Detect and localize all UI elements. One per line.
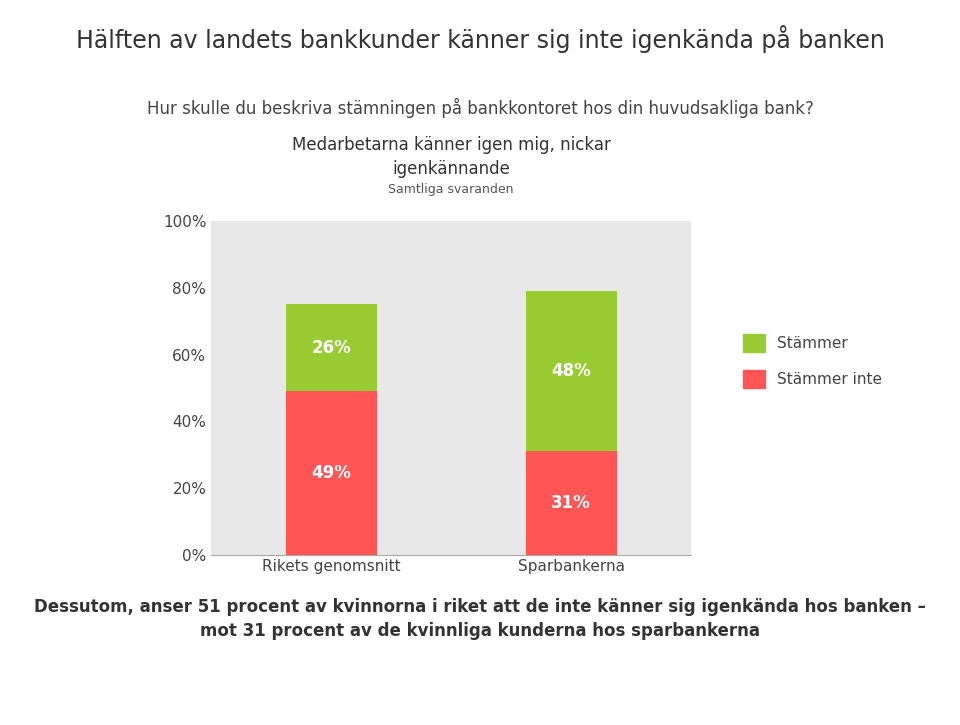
Text: 31%: 31% bbox=[551, 494, 591, 512]
Text: 26%: 26% bbox=[311, 339, 351, 357]
Bar bbox=[525, 451, 616, 555]
Bar bbox=[286, 304, 376, 392]
Text: Medarbetarna känner igen mig, nickar
igenkännande: Medarbetarna känner igen mig, nickar ige… bbox=[292, 136, 611, 178]
Bar bbox=[525, 291, 616, 451]
Legend: Stämmer, Stämmer inte: Stämmer, Stämmer inte bbox=[737, 328, 888, 394]
Text: 48%: 48% bbox=[551, 362, 591, 380]
Text: Samtliga svaranden: Samtliga svaranden bbox=[389, 183, 514, 196]
Text: Hur skulle du beskriva stämningen på bankkontoret hos din huvudsakliga bank?: Hur skulle du beskriva stämningen på ban… bbox=[147, 98, 813, 118]
Text: mot 31 procent av de kvinnliga kunderna hos sparbankerna: mot 31 procent av de kvinnliga kunderna … bbox=[200, 622, 760, 640]
Text: 49%: 49% bbox=[311, 464, 351, 482]
Bar bbox=[286, 392, 376, 555]
Text: Hälften av landets bankkunder känner sig inte igenkända på banken: Hälften av landets bankkunder känner sig… bbox=[76, 25, 884, 53]
Text: Dessutom, anser 51 procent av kvinnorna i riket att de inte känner sig igenkända: Dessutom, anser 51 procent av kvinnorna … bbox=[34, 598, 926, 616]
